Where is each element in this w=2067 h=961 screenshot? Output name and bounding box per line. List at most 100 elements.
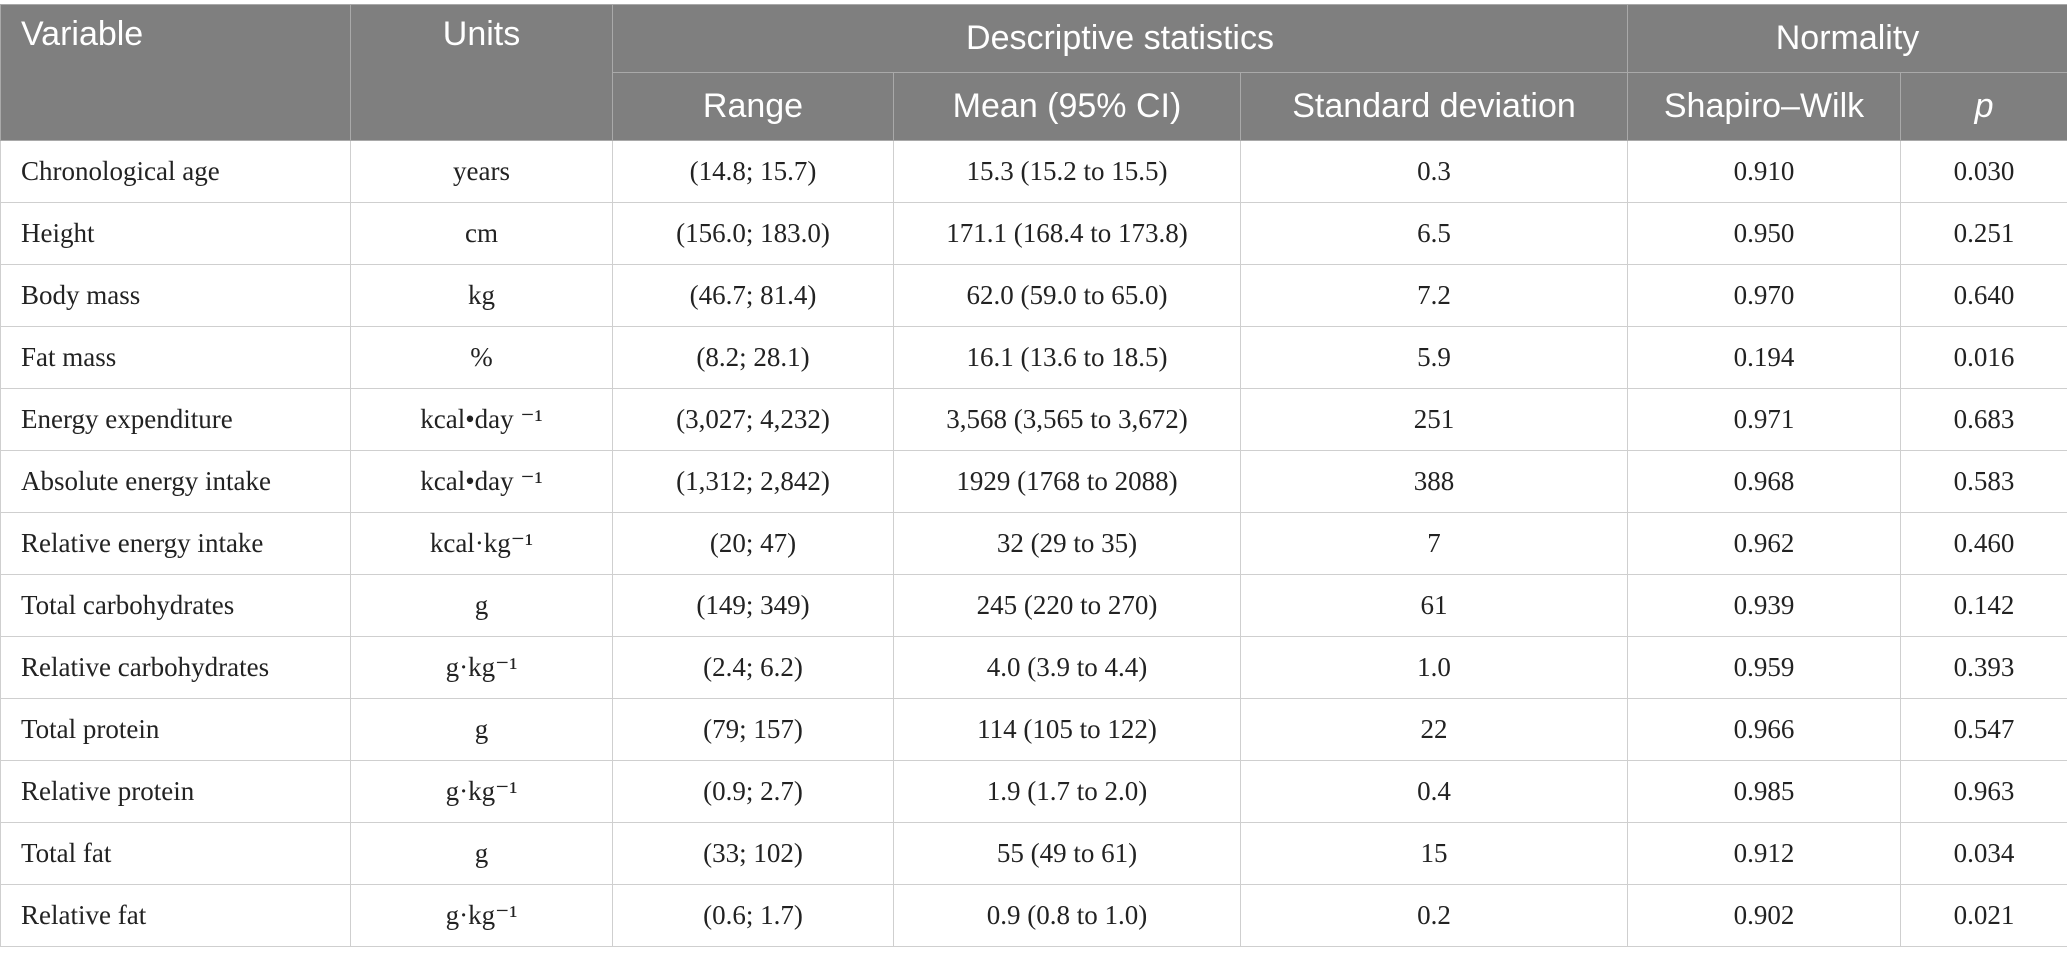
header-normality: Normality (1627, 4, 2067, 73)
table-body: Chronological age years (14.8; 15.7) 15.3 (… (0, 140, 2067, 947)
cell-p: 0.963 (1900, 760, 2067, 823)
header-shapiro-wilk: Shapiro–Wilk (1627, 72, 1902, 141)
cell-variable: Relative energy intake (0, 512, 351, 575)
table-header: Variable Units Descriptive statistics No… (0, 4, 2067, 141)
cell-standard-deviation: 0.2 (1239, 884, 1629, 947)
table-row: Total protein g (79; 157) 114 (105 to 122) 2… (0, 698, 2067, 761)
cell-standard-deviation: 61 (1239, 574, 1629, 637)
cell-range: (149; 349) (612, 574, 894, 637)
cell-variable: Height (0, 202, 351, 265)
cell-shapiro-wilk: 0.939 (1627, 574, 1902, 637)
descriptive-statistics-table: Variable Units Descriptive statistics No… (0, 4, 2067, 947)
cell-units: % (350, 326, 613, 389)
cell-range: (14.8; 15.7) (612, 140, 894, 203)
table-row: Total carbohydrates g (149; 349) 245 (220 t… (0, 574, 2067, 637)
cell-range: (33; 102) (612, 822, 894, 885)
table-row: Total fat g (33; 102) 55 (49 to 61) 15 0.912 0… (0, 822, 2067, 885)
cell-standard-deviation: 22 (1239, 698, 1629, 761)
cell-mean: 0.9 (0.8 to 1.0) (893, 884, 1241, 947)
table-row: Relative protein g·kg⁻¹ (0.9; 2.7) 1.9 (1.7… (0, 760, 2067, 823)
cell-range: (0.6; 1.7) (612, 884, 894, 947)
cell-range: (79; 157) (612, 698, 894, 761)
cell-range: (0.9; 2.7) (612, 760, 894, 823)
header-row-sub: Range Mean (95% CI) Standard deviation S… (1, 72, 2067, 141)
cell-shapiro-wilk: 0.950 (1627, 202, 1902, 265)
cell-p: 0.683 (1900, 388, 2067, 451)
table-row: Chronological age years (14.8; 15.7) 15.3 (… (0, 140, 2067, 203)
cell-variable: Absolute energy intake (0, 450, 351, 513)
cell-shapiro-wilk: 0.966 (1627, 698, 1902, 761)
cell-mean: 245 (220 to 270) (893, 574, 1241, 637)
cell-units: g·kg⁻¹ (350, 636, 613, 699)
cell-shapiro-wilk: 0.970 (1627, 264, 1902, 327)
cell-standard-deviation: 1.0 (1239, 636, 1629, 699)
cell-units: g (350, 822, 613, 885)
cell-mean: 16.1 (13.6 to 18.5) (893, 326, 1241, 389)
cell-units: cm (350, 202, 613, 265)
cell-p: 0.021 (1900, 884, 2067, 947)
cell-p: 0.034 (1900, 822, 2067, 885)
cell-standard-deviation: 251 (1239, 388, 1629, 451)
cell-units: g (350, 698, 613, 761)
cell-standard-deviation: 0.4 (1239, 760, 1629, 823)
cell-p: 0.460 (1900, 512, 2067, 575)
header-range: Range (612, 72, 894, 141)
cell-mean: 114 (105 to 122) (893, 698, 1241, 761)
cell-p: 0.251 (1900, 202, 2067, 265)
table-row: Relative energy intake kcal·kg⁻¹ (20; 47) 3… (0, 512, 2067, 575)
cell-shapiro-wilk: 0.968 (1627, 450, 1902, 513)
cell-p: 0.393 (1900, 636, 2067, 699)
cell-standard-deviation: 6.5 (1239, 202, 1629, 265)
header-mean: Mean (95% CI) (893, 72, 1241, 141)
cell-mean: 32 (29 to 35) (893, 512, 1241, 575)
cell-range: (3,027; 4,232) (612, 388, 894, 451)
cell-variable: Fat mass (0, 326, 351, 389)
cell-p: 0.142 (1900, 574, 2067, 637)
header-p: p (1900, 72, 2067, 141)
cell-standard-deviation: 7 (1239, 512, 1629, 575)
table-row: Energy expenditure kcal•day ⁻¹ (3,027; 4,2… (0, 388, 2067, 451)
cell-mean: 3,568 (3,565 to 3,672) (893, 388, 1241, 451)
cell-variable: Body mass (0, 264, 351, 327)
cell-variable: Relative carbohydrates (0, 636, 351, 699)
header-descriptive-statistics: Descriptive statistics (611, 4, 1629, 73)
cell-shapiro-wilk: 0.985 (1627, 760, 1902, 823)
cell-shapiro-wilk: 0.902 (1627, 884, 1902, 947)
cell-p: 0.640 (1900, 264, 2067, 327)
cell-p: 0.030 (1900, 140, 2067, 203)
cell-variable: Chronological age (0, 140, 351, 203)
cell-mean: 171.1 (168.4 to 173.8) (893, 202, 1241, 265)
header-row-top: Variable Units Descriptive statistics No… (0, 4, 2067, 141)
cell-units: g·kg⁻¹ (350, 884, 613, 947)
table-row: Absolute energy intake kcal•day ⁻¹ (1,312;… (0, 450, 2067, 513)
cell-units: kcal•day ⁻¹ (350, 450, 613, 513)
cell-variable: Total protein (0, 698, 351, 761)
cell-shapiro-wilk: 0.194 (1627, 326, 1902, 389)
cell-standard-deviation: 7.2 (1239, 264, 1629, 327)
cell-range: (8.2; 28.1) (612, 326, 894, 389)
header-standard-deviation: Standard deviation (1239, 72, 1629, 141)
table-row: Fat mass% (8.2; 28.1) 16.1 (13.6 to 18.5) 5… (0, 326, 2067, 389)
cell-mean: 4.0 (3.9 to 4.4) (893, 636, 1241, 699)
table-row: Relative carbohydrates g·kg⁻¹ (2.4; 6.2) 4.… (0, 636, 2067, 699)
cell-range: (2.4; 6.2) (612, 636, 894, 699)
cell-variable: Relative protein (0, 760, 351, 823)
cell-shapiro-wilk: 0.962 (1627, 512, 1902, 575)
cell-units: kg (350, 264, 613, 327)
cell-shapiro-wilk: 0.971 (1627, 388, 1902, 451)
cell-units: years (350, 140, 613, 203)
cell-p: 0.547 (1900, 698, 2067, 761)
cell-shapiro-wilk: 0.912 (1627, 822, 1902, 885)
cell-standard-deviation: 5.9 (1239, 326, 1629, 389)
cell-standard-deviation: 15 (1239, 822, 1629, 885)
cell-mean: 1929 (1768 to 2088) (893, 450, 1241, 513)
cell-variable: Total fat (0, 822, 351, 885)
cell-units: kcal•day ⁻¹ (350, 388, 613, 451)
table-row: Height cm (156.0; 183.0) 171.1 (168.4 to 17… (0, 202, 2067, 265)
cell-shapiro-wilk: 0.959 (1627, 636, 1902, 699)
cell-mean: 55 (49 to 61) (893, 822, 1241, 885)
cell-variable: Relative fat (0, 884, 351, 947)
cell-range: (156.0; 183.0) (612, 202, 894, 265)
cell-range: (46.7; 81.4) (612, 264, 894, 327)
table-row: Body mass kg (46.7; 81.4) 62.0 (59.0 to 65.… (0, 264, 2067, 327)
